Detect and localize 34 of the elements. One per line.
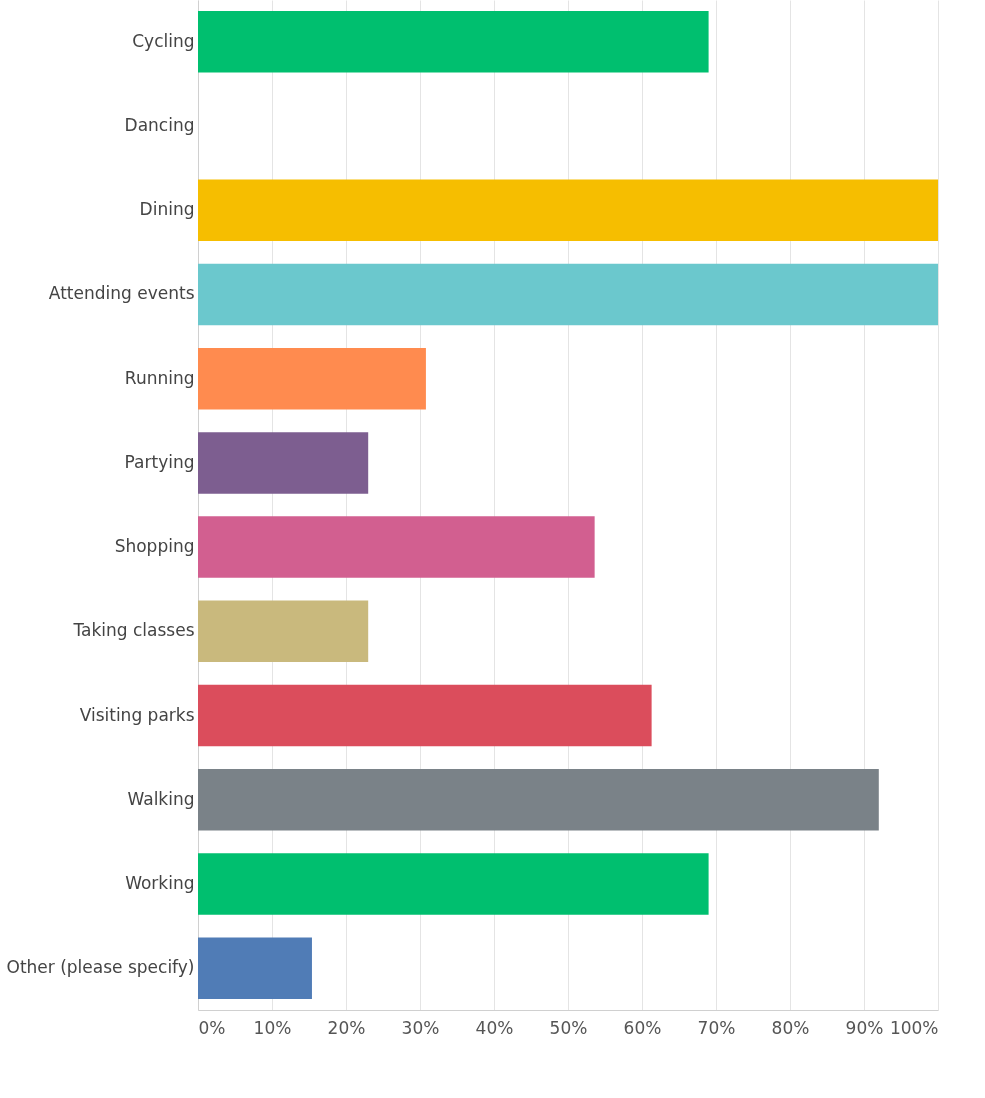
bar <box>198 769 879 831</box>
x-tick-label: 90% <box>845 1017 884 1038</box>
bar <box>198 600 369 663</box>
x-tick-label: 10% <box>253 1017 292 1038</box>
bar <box>198 263 938 326</box>
x-tick-label: 20% <box>327 1017 366 1038</box>
bar <box>198 10 709 73</box>
bar <box>198 432 369 494</box>
y-tick-label: Running <box>124 367 195 388</box>
bar <box>198 684 652 747</box>
x-tick-label: 100% <box>889 1017 939 1038</box>
y-tick-label: Walking <box>127 788 195 809</box>
y-tick-label: Cycling <box>132 30 195 51</box>
y-tick-label: Taking classes <box>72 620 195 641</box>
y-tick-label: Attending events <box>48 283 195 304</box>
x-tick-label: 60% <box>623 1017 662 1038</box>
x-tick-label: 50% <box>549 1017 588 1038</box>
bar <box>198 853 709 915</box>
bar <box>198 347 426 410</box>
x-tick-label: 70% <box>697 1017 736 1038</box>
bar <box>198 179 938 241</box>
x-tick-label: 0% <box>198 1017 226 1038</box>
x-tick-label: 80% <box>771 1017 810 1038</box>
y-tick-label: Visiting parks <box>79 704 195 725</box>
bar <box>198 516 595 578</box>
y-tick-label: Other (please specify) <box>6 957 195 978</box>
x-tick-label: 40% <box>475 1017 514 1038</box>
bar <box>198 937 312 1000</box>
y-tick-label: Dining <box>139 199 195 220</box>
y-tick-label: Shopping <box>114 536 195 557</box>
y-tick-label: Working <box>125 873 195 894</box>
y-tick-label: Dancing <box>124 114 195 135</box>
x-tick-label: 30% <box>401 1017 440 1038</box>
y-tick-label: Partying <box>124 451 195 472</box>
